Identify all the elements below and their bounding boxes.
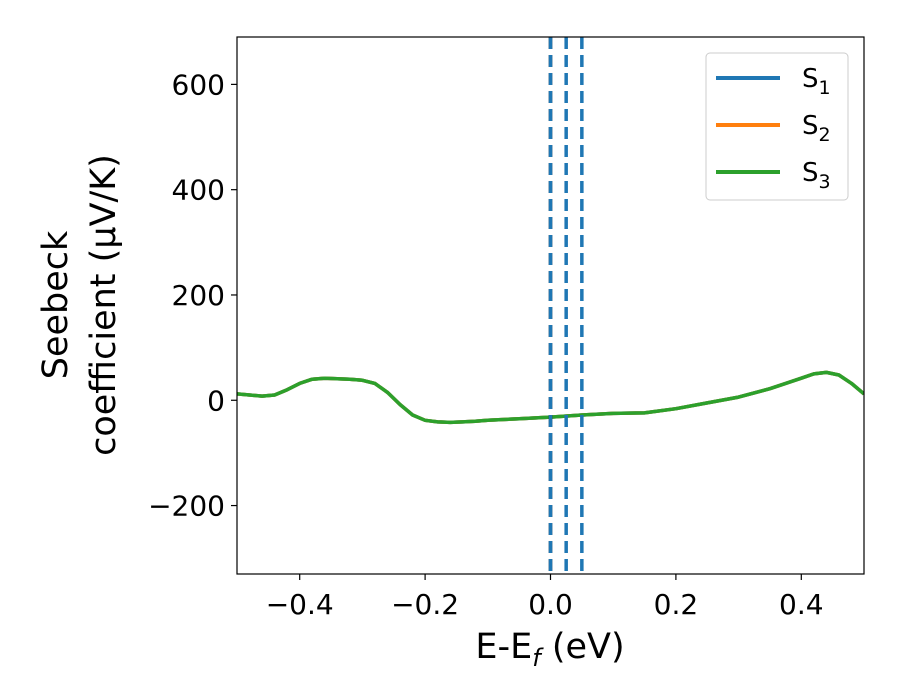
- series-layer: [237, 370, 864, 425]
- y-axis: −200 0 200 400 600: [148, 68, 237, 523]
- x-tick-label: −0.4: [266, 588, 334, 621]
- y-axis-label-line1: Seebeck: [36, 230, 76, 379]
- legend-label-s2: S2: [802, 111, 831, 146]
- x-tick-label: 0.0: [528, 588, 573, 621]
- x-tick-label: −0.2: [391, 588, 459, 621]
- series-line-s3: [237, 370, 864, 425]
- legend-label-s1: S1: [802, 64, 831, 99]
- y-axis-label-line2: coefficient (μV/K): [84, 154, 124, 456]
- y-axis-label: Seebeck coefficient (μV/K): [36, 154, 124, 456]
- y-tick-label: 600: [172, 68, 225, 101]
- x-tick-label: 0.4: [779, 588, 824, 621]
- x-axis: −0.4 −0.2 0.0 0.2 0.4: [266, 574, 824, 621]
- y-tick-label: −200: [148, 490, 225, 523]
- y-tick-label: 0: [207, 384, 225, 417]
- y-tick-label: 200: [172, 279, 225, 312]
- y-tick-label: 400: [172, 174, 225, 207]
- legend-label-s3: S3: [802, 158, 831, 193]
- x-axis-label: E-Ef (eV): [475, 627, 624, 672]
- legend: S1 S2 S3: [705, 52, 849, 201]
- x-tick-label: 0.2: [654, 588, 699, 621]
